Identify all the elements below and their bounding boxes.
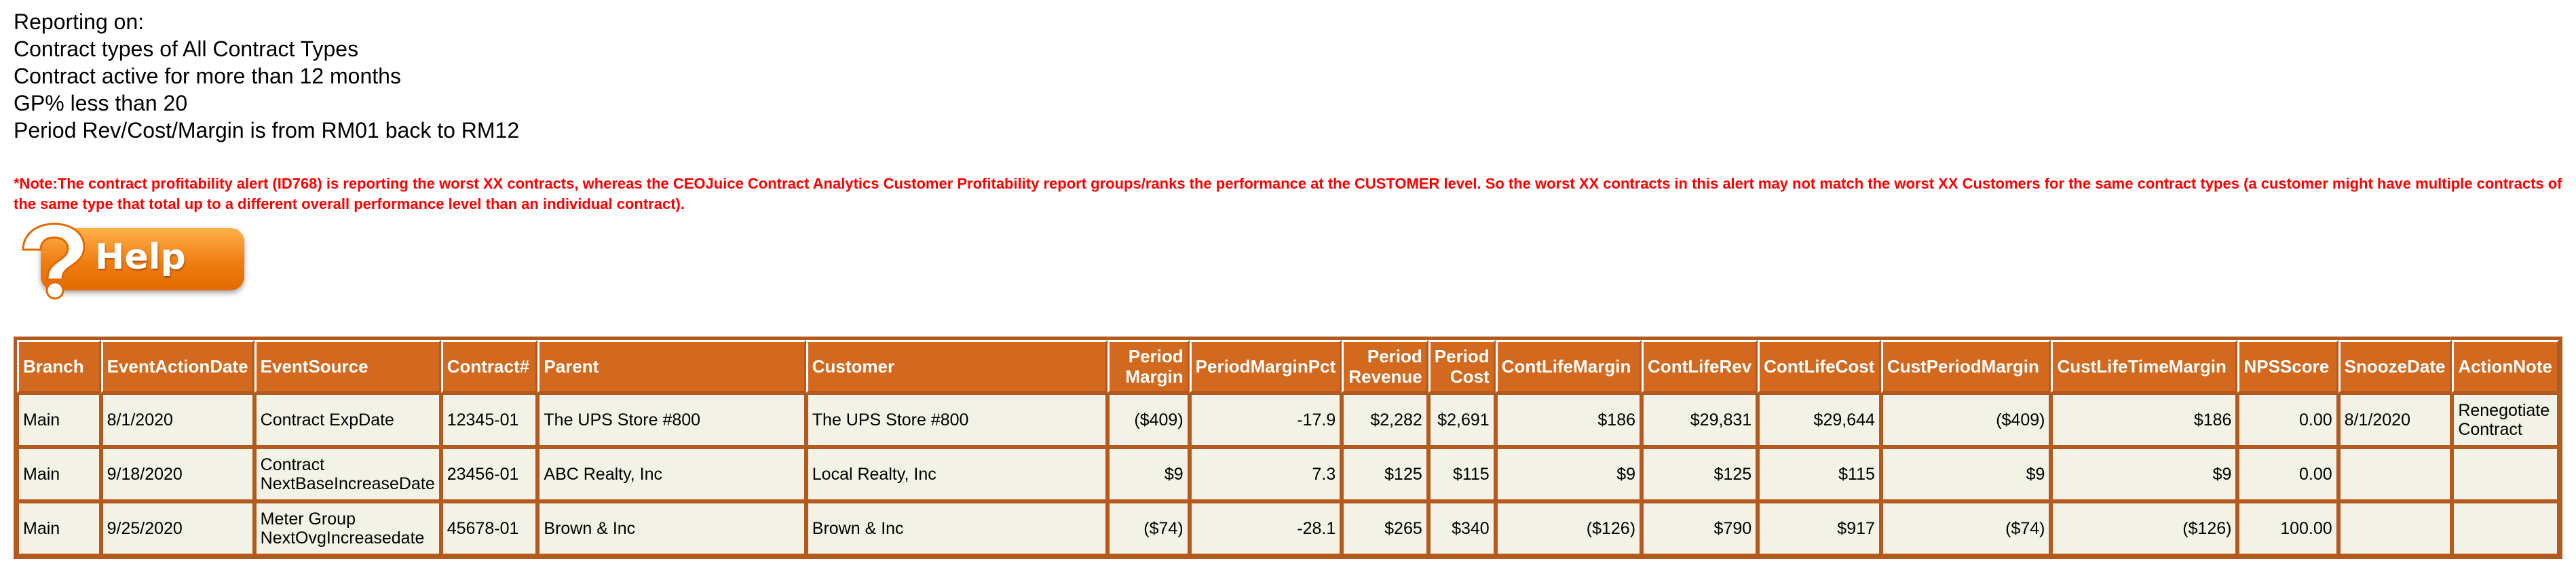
cell-period-revenue: $125	[1342, 447, 1428, 501]
cell-period-margin-pct: -17.9	[1189, 393, 1342, 447]
cell-nps-score: 0.00	[2237, 447, 2338, 501]
cell-cust-lifetime-margin: ($126)	[2051, 501, 2238, 556]
cell-action-note: Renegotiate Contract	[2452, 393, 2559, 447]
cell-parent: The UPS Store #800	[537, 393, 806, 447]
table-header-row: Branch EventActionDate EventSource Contr…	[17, 340, 2559, 393]
col-header-event-source: EventSource	[254, 340, 441, 393]
col-header-cont-life-rev: ContLifeRev	[1642, 340, 1758, 393]
cell-event-source: Contract NextBaseIncreaseDate	[254, 447, 441, 501]
cell-period-margin: ($409)	[1107, 393, 1190, 447]
col-header-period-margin-pct: PeriodMarginPct	[1189, 340, 1342, 393]
cell-contract-number: 12345-01	[440, 393, 538, 447]
col-header-action-note: ActionNote	[2452, 340, 2559, 393]
cell-branch: Main	[17, 393, 101, 447]
cell-cust-period-margin: ($409)	[1880, 393, 2051, 447]
cell-event-source: Contract ExpDate	[254, 393, 441, 447]
col-header-contract-number: Contract#	[440, 340, 538, 393]
cell-period-margin: ($74)	[1107, 501, 1190, 556]
col-header-cust-lifetime-margin: CustLifeTimeMargin	[2051, 340, 2238, 393]
cell-cust-lifetime-margin: $186	[2051, 393, 2238, 447]
cell-branch: Main	[17, 447, 101, 501]
cell-period-margin-pct: 7.3	[1189, 447, 1342, 501]
cell-period-revenue: $2,282	[1342, 393, 1428, 447]
cell-cust-lifetime-margin: $9	[2051, 447, 2238, 501]
help-button-label: Help	[95, 237, 186, 278]
criteria-line: GP% less than 20	[14, 91, 188, 115]
criteria-line: Contract types of All Contract Types	[14, 37, 359, 61]
cell-cust-period-margin: ($74)	[1880, 501, 2051, 556]
cell-period-margin-pct: -28.1	[1189, 501, 1342, 556]
cell-contract-number: 45678-01	[440, 501, 538, 556]
cell-cont-life-margin: $186	[1495, 393, 1642, 447]
criteria-line: Contract active for more than 12 months	[14, 64, 401, 88]
profitability-note: *Note:The contract profitability alert (…	[14, 175, 2562, 212]
col-header-cont-life-cost: ContLifeCost	[1758, 340, 1881, 393]
cell-action-note	[2452, 447, 2559, 501]
cell-cont-life-margin: $9	[1495, 447, 1642, 501]
cell-snooze-date: 8/1/2020	[2338, 393, 2452, 447]
cell-cust-period-margin: $9	[1880, 447, 2051, 501]
cell-snooze-date	[2338, 447, 2452, 501]
col-header-cont-life-margin: ContLifeMargin	[1495, 340, 1642, 393]
col-header-parent: Parent	[537, 340, 806, 393]
col-header-snooze-date: SnoozeDate	[2338, 340, 2452, 393]
cell-period-margin: $9	[1107, 447, 1190, 501]
cell-period-cost: $115	[1428, 447, 1496, 501]
cell-parent: Brown & Inc	[537, 501, 806, 556]
col-header-event-action-date: EventActionDate	[100, 340, 254, 393]
col-header-period-cost: Period Cost	[1428, 340, 1496, 393]
help-button[interactable]: Help	[14, 220, 248, 300]
cell-action-note	[2452, 501, 2559, 556]
cell-event-action-date: 8/1/2020	[100, 393, 254, 447]
cell-snooze-date	[2338, 501, 2452, 556]
contract-profitability-table: Branch EventActionDate EventSource Contr…	[14, 337, 2562, 559]
cell-customer: Brown & Inc	[806, 501, 1107, 556]
cell-cont-life-cost: $115	[1758, 447, 1881, 501]
cell-event-action-date: 9/18/2020	[100, 447, 254, 501]
table-row: Main 9/25/2020 Meter Group NextOvgIncrea…	[17, 501, 2559, 556]
criteria-line: Reporting on:	[14, 9, 145, 34]
col-header-nps-score: NPSScore	[2237, 340, 2338, 393]
col-header-period-revenue: Period Revenue	[1342, 340, 1428, 393]
cell-customer: The UPS Store #800	[806, 393, 1107, 447]
question-mark-icon	[22, 223, 86, 300]
report-criteria: Reporting on: Contract types of All Cont…	[14, 8, 2562, 144]
cell-cont-life-rev: $790	[1642, 501, 1758, 556]
cell-period-revenue: $265	[1342, 501, 1428, 556]
cell-customer: Local Realty, Inc	[806, 447, 1107, 501]
cell-cont-life-cost: $29,644	[1758, 393, 1881, 447]
col-header-branch: Branch	[17, 340, 101, 393]
cell-period-cost: $2,691	[1428, 393, 1496, 447]
col-header-customer: Customer	[806, 340, 1107, 393]
cell-contract-number: 23456-01	[440, 447, 538, 501]
criteria-line: Period Rev/Cost/Margin is from RM01 back…	[14, 118, 520, 142]
cell-branch: Main	[17, 501, 101, 556]
cell-nps-score: 0.00	[2237, 393, 2338, 447]
table-row: Main 8/1/2020 Contract ExpDate 12345-01 …	[17, 393, 2559, 447]
cell-cont-life-rev: $29,831	[1642, 393, 1758, 447]
cell-cont-life-rev: $125	[1642, 447, 1758, 501]
cell-event-source: Meter Group NextOvgIncreasedate	[254, 501, 441, 556]
cell-nps-score: 100.00	[2237, 501, 2338, 556]
cell-event-action-date: 9/25/2020	[100, 501, 254, 556]
cell-parent: ABC Realty, Inc	[537, 447, 806, 501]
cell-cont-life-cost: $917	[1758, 501, 1881, 556]
cell-period-cost: $340	[1428, 501, 1496, 556]
cell-cont-life-margin: ($126)	[1495, 501, 1642, 556]
table-row: Main 9/18/2020 Contract NextBaseIncrease…	[17, 447, 2559, 501]
col-header-cust-period-margin: CustPeriodMargin	[1880, 340, 2051, 393]
col-header-period-margin: Period Margin	[1107, 340, 1190, 393]
